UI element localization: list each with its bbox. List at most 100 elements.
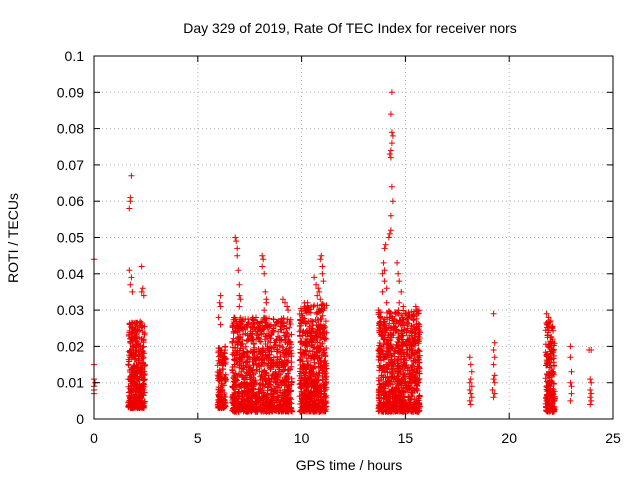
data-point bbox=[280, 362, 287, 369]
data-point bbox=[255, 323, 262, 330]
data-point bbox=[379, 288, 386, 295]
data-point bbox=[307, 330, 314, 337]
data-point bbox=[283, 389, 290, 395]
data-point bbox=[220, 354, 226, 361]
data-point bbox=[390, 332, 397, 338]
data-point bbox=[318, 400, 325, 407]
data-point bbox=[302, 365, 309, 372]
data-point bbox=[545, 342, 552, 349]
data-point bbox=[233, 319, 240, 326]
data-point bbox=[394, 375, 401, 382]
data-point bbox=[273, 348, 280, 355]
data-point bbox=[258, 363, 265, 370]
data-point bbox=[233, 351, 240, 358]
data-point bbox=[244, 321, 251, 328]
data-point bbox=[126, 385, 133, 392]
data-point bbox=[381, 316, 388, 323]
y-tick-label: 0.08 bbox=[57, 121, 84, 137]
data-point bbox=[375, 356, 382, 363]
data-point bbox=[322, 318, 329, 325]
data-point bbox=[398, 327, 405, 334]
data-point bbox=[388, 129, 395, 136]
data-point bbox=[317, 308, 324, 315]
data-point bbox=[385, 352, 392, 359]
data-point bbox=[550, 346, 557, 353]
data-point bbox=[215, 353, 222, 360]
data-point bbox=[242, 343, 249, 350]
data-point bbox=[288, 353, 295, 360]
data-point bbox=[283, 359, 290, 366]
data-point bbox=[410, 357, 417, 364]
data-point bbox=[413, 369, 420, 376]
data-point bbox=[307, 401, 313, 408]
data-point bbox=[221, 397, 228, 404]
data-point bbox=[277, 371, 284, 378]
data-point bbox=[130, 371, 137, 378]
data-point bbox=[234, 390, 241, 397]
data-point bbox=[322, 386, 329, 393]
data-point bbox=[271, 403, 277, 409]
data-point bbox=[551, 352, 558, 359]
data-point bbox=[414, 347, 421, 354]
data-point bbox=[317, 256, 324, 263]
data-point bbox=[136, 389, 142, 396]
data-point bbox=[230, 330, 237, 336]
data-point bbox=[300, 404, 307, 411]
data-point bbox=[251, 349, 258, 355]
data-point bbox=[279, 320, 286, 327]
data-point bbox=[274, 389, 280, 396]
data-point bbox=[490, 310, 497, 317]
data-point bbox=[319, 270, 326, 277]
data-point bbox=[378, 365, 385, 372]
data-point bbox=[384, 334, 391, 341]
data-point bbox=[412, 303, 419, 310]
data-point bbox=[235, 267, 242, 274]
data-point bbox=[401, 350, 408, 356]
data-point bbox=[286, 324, 293, 331]
data-point bbox=[238, 368, 245, 375]
data-point bbox=[139, 367, 146, 373]
data-point bbox=[491, 390, 498, 397]
data-point bbox=[229, 324, 236, 331]
data-point bbox=[264, 391, 271, 398]
data-point bbox=[316, 288, 323, 295]
data-point bbox=[299, 352, 306, 359]
data-point bbox=[216, 388, 223, 395]
data-point bbox=[376, 321, 383, 328]
data-point bbox=[551, 397, 558, 404]
data-point bbox=[278, 315, 285, 322]
data-point bbox=[216, 374, 223, 381]
data-point bbox=[416, 365, 422, 372]
data-point bbox=[286, 319, 293, 325]
data-point bbox=[246, 401, 253, 408]
data-point bbox=[377, 327, 384, 334]
data-point bbox=[285, 349, 292, 356]
data-point bbox=[257, 338, 264, 345]
data-point bbox=[250, 403, 257, 410]
y-tick-label: 0.03 bbox=[57, 302, 84, 318]
data-point bbox=[302, 371, 308, 377]
data-point bbox=[259, 263, 266, 270]
data-point bbox=[380, 374, 387, 381]
data-point bbox=[286, 345, 293, 352]
data-point bbox=[405, 394, 411, 401]
data-point bbox=[246, 368, 253, 375]
data-point bbox=[394, 309, 401, 316]
data-point bbox=[316, 369, 323, 376]
data-point bbox=[388, 140, 395, 147]
data-point bbox=[258, 372, 265, 379]
data-point bbox=[136, 405, 143, 412]
data-point bbox=[387, 227, 394, 234]
data-point bbox=[217, 359, 224, 366]
data-point bbox=[587, 376, 594, 383]
data-point bbox=[259, 380, 266, 387]
data-point bbox=[416, 403, 423, 410]
data-point bbox=[299, 358, 306, 365]
data-point bbox=[138, 263, 145, 270]
data-point bbox=[319, 312, 326, 319]
data-point bbox=[282, 299, 288, 306]
data-point bbox=[384, 400, 391, 407]
data-point bbox=[238, 323, 245, 330]
data-point bbox=[141, 331, 148, 338]
data-point bbox=[414, 382, 421, 389]
